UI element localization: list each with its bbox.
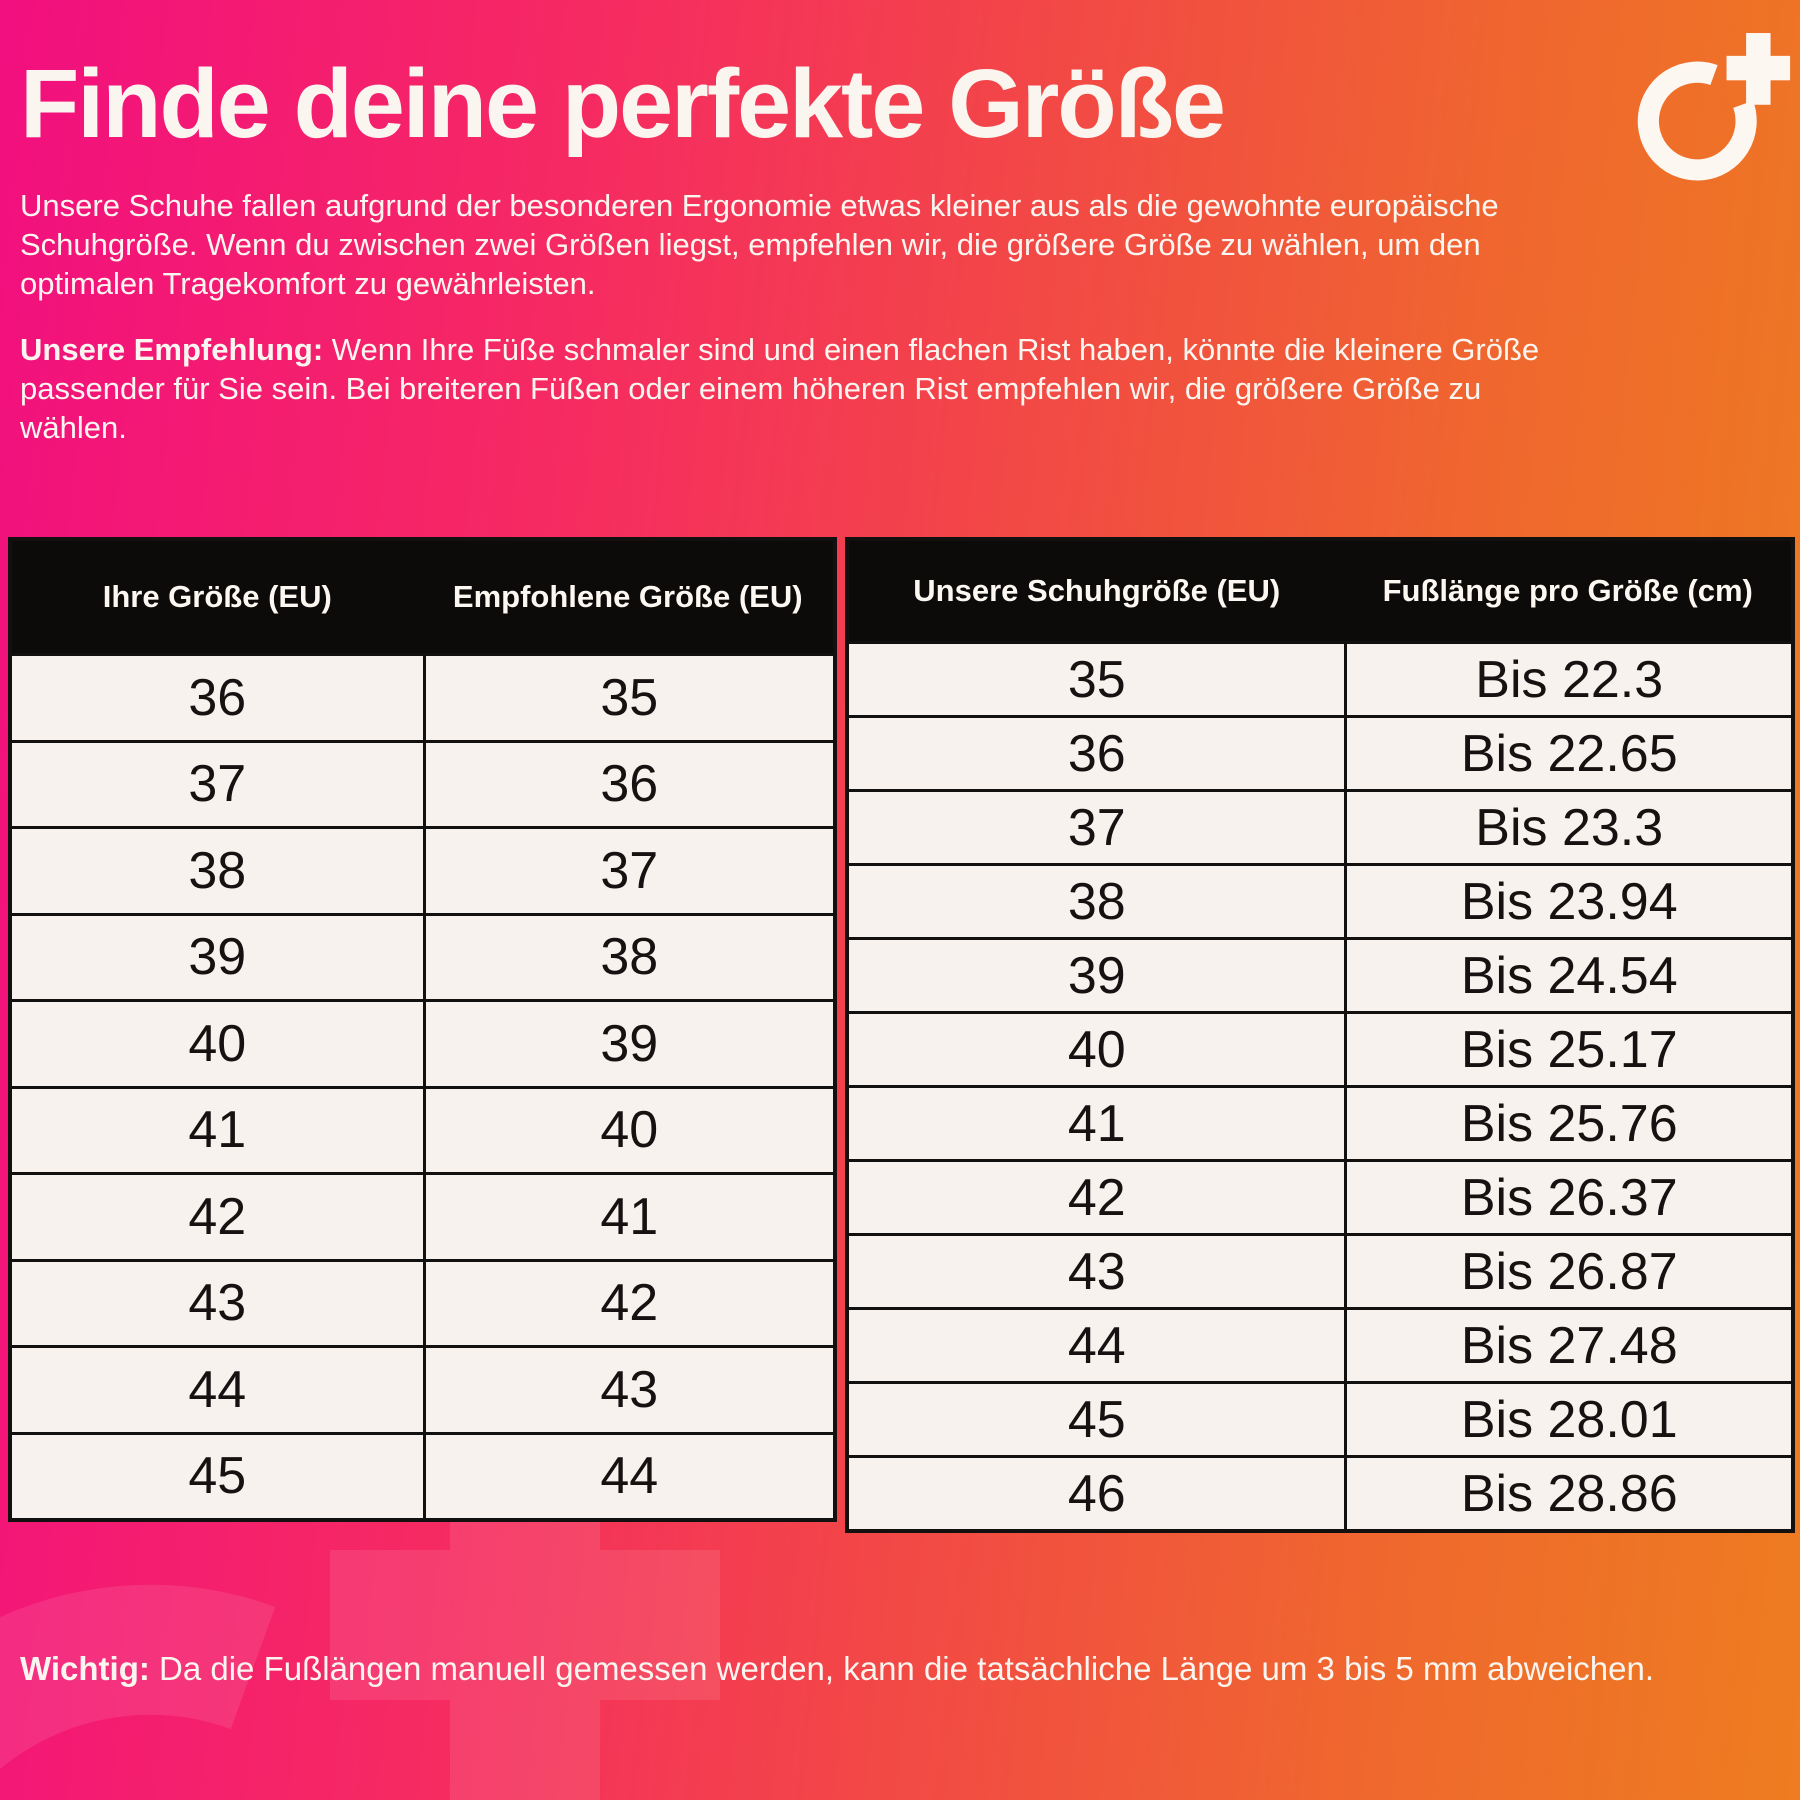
table-row: 37 36 (12, 739, 834, 826)
table-cell: 40 (422, 1088, 834, 1172)
table-header-row: Unsere Schuhgröße (EU) Fußlänge pro Größ… (849, 541, 1791, 641)
table-row: 43 42 (12, 1258, 834, 1345)
table-row: 43 Bis 26.87 (849, 1233, 1791, 1307)
footer-note-label: Wichtig: (20, 1650, 150, 1687)
table-cell: Bis 25.76 (1344, 1088, 1791, 1159)
table-cell: 41 (188, 1101, 247, 1160)
table-cell: 41 (1067, 1094, 1126, 1153)
table-cell: 46 (1067, 1464, 1126, 1523)
table-row: 40 39 (12, 999, 833, 1086)
table-cell: 37 (188, 755, 247, 814)
table-cell: 39 (1067, 946, 1126, 1005)
column-header: Unsere Schuhgröße (EU) (913, 573, 1281, 608)
table-cell: 36 (422, 742, 834, 826)
table-cell: 36 (188, 668, 247, 727)
table-cell: 42 (1067, 1168, 1126, 1227)
table-row: 35 Bis 22.3 (849, 641, 1791, 715)
table-cell: 44 (1067, 1316, 1126, 1375)
table-row: 41 40 (12, 1085, 834, 1172)
table-row: 44 Bis 27.48 (849, 1307, 1791, 1381)
recommendation-label: Unsere Empfehlung: (20, 332, 324, 367)
table-cell: Bis 25.17 (1344, 1014, 1791, 1085)
recommendation-text: Wenn Ihre Füße schmaler sind und einen f… (20, 332, 1540, 445)
table-row: 41 Bis 25.76 (849, 1085, 1791, 1159)
table-row: 44 43 (12, 1345, 833, 1432)
size-conversion-table: Ihre Größe (EU) Empfohlene Größe (EU) 36… (8, 537, 837, 1522)
table-cell: 43 (422, 1348, 834, 1432)
table-row: 36 35 (12, 653, 833, 740)
footer-note-text: Da die Fußlängen manuell gemessen werden… (149, 1650, 1655, 1687)
table-row: 39 38 (12, 912, 834, 999)
table-cell: 35 (1067, 650, 1126, 709)
table-cell: 37 (422, 829, 834, 913)
recommendation-paragraph: Unsere Empfehlung: Wenn Ihre Füße schmal… (20, 330, 1585, 447)
table-row: 39 Bis 24.54 (849, 937, 1791, 1011)
table-cell: 39 (188, 928, 247, 987)
column-header: Empfohlene Größe (EU) (452, 579, 803, 614)
table-row: 40 Bis 25.17 (849, 1011, 1791, 1085)
table-row: 42 Bis 26.37 (849, 1159, 1791, 1233)
table-body: 35 Bis 22.3 36 Bis 22.65 37 Bis 23.3 38 Bis 23.… (849, 641, 1791, 1529)
table-cell: Bis 22.65 (1344, 718, 1791, 789)
column-header: Ihre Größe (EU) (102, 579, 332, 614)
table-cell: 36 (1067, 724, 1126, 783)
table-row: 45 44 (12, 1431, 834, 1518)
table-cell: Bis 26.87 (1344, 1236, 1791, 1307)
table-cell: 42 (422, 1261, 834, 1345)
table-cell: 35 (422, 656, 834, 740)
table-cell: 44 (422, 1434, 834, 1518)
table-body: 36 35 37 36 38 37 39 38 40 39 41 40 42 41 43 42 44 43 45 44 (12, 653, 833, 1518)
table-cell: 42 (188, 1187, 247, 1246)
table-cell: Bis 27.48 (1344, 1310, 1791, 1381)
column-header: Fußlänge pro Größe (cm) (1382, 573, 1753, 608)
table-cell: 38 (188, 841, 247, 900)
table-cell: Bis 26.37 (1344, 1162, 1791, 1233)
circle-plus-logo-icon (1637, 33, 1791, 181)
foot-length-table: Unsere Schuhgröße (EU) Fußlänge pro Größ… (845, 537, 1795, 1533)
table-cell: 40 (1067, 1020, 1126, 1079)
table-row: 38 Bis 23.94 (849, 863, 1791, 937)
table-cell: Bis 28.01 (1344, 1384, 1791, 1455)
table-cell: 38 (1067, 872, 1126, 931)
table-cell: 41 (422, 1175, 834, 1259)
table-cell: 37 (1067, 798, 1126, 857)
table-cell: Bis 24.54 (1344, 940, 1791, 1011)
table-cell: Bis 22.3 (1344, 644, 1791, 715)
intro-paragraph: Unsere Schuhe fallen aufgrund der besond… (20, 188, 1499, 301)
table-cell: Bis 28.86 (1344, 1458, 1791, 1529)
table-row: 36 Bis 22.65 (849, 715, 1791, 789)
table-row: 37 Bis 23.3 (849, 789, 1791, 863)
table-row: 45 Bis 28.01 (849, 1381, 1791, 1455)
table-cell: Bis 23.94 (1344, 866, 1791, 937)
footer-note: Wichtig: Da die Fußlängen manuell gemess… (20, 1648, 1740, 1690)
table-row: 46 Bis 28.86 (849, 1455, 1791, 1529)
table-cell: 39 (422, 1002, 834, 1086)
table-cell: 40 (188, 1014, 247, 1073)
table-cell: 43 (1067, 1242, 1126, 1301)
table-row: 38 37 (12, 826, 833, 913)
table-header-row: Ihre Größe (EU) Empfohlene Größe (EU) (12, 541, 833, 653)
page-title: Finde deine perfekte Größe (20, 49, 1226, 158)
table-cell: 45 (188, 1447, 247, 1506)
table-cell: 45 (1067, 1390, 1126, 1449)
table-cell: 43 (188, 1274, 247, 1333)
table-cell: 38 (422, 915, 834, 999)
table-cell: 44 (188, 1360, 247, 1419)
table-row: 42 41 (12, 1172, 833, 1259)
table-cell: Bis 23.3 (1344, 792, 1791, 863)
